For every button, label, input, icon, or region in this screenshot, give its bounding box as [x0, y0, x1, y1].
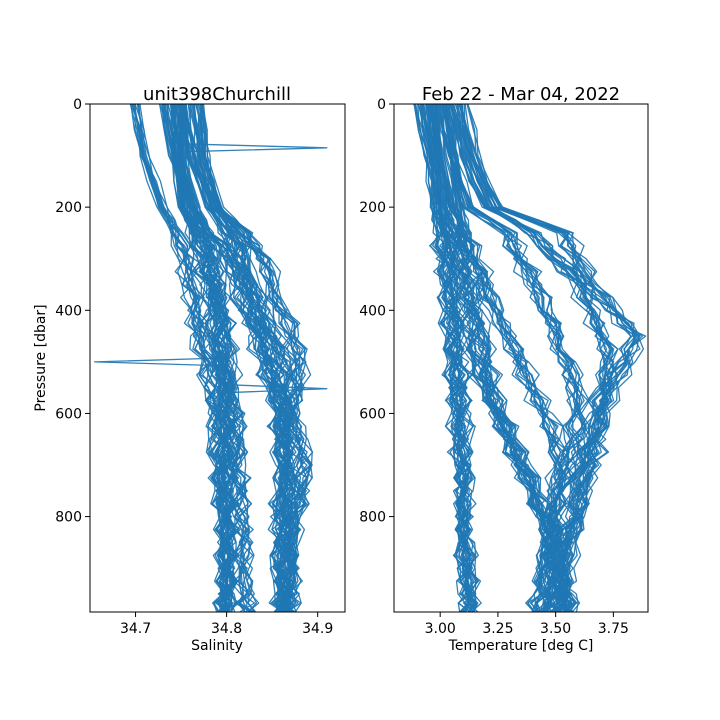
salinity-y-ticks: 0 200 400 600 800	[55, 97, 90, 526]
salinity-axes-frame	[89, 103, 346, 613]
x-tick-label: 34.9	[302, 621, 333, 637]
y-tick-label: 0	[377, 97, 386, 113]
y-tick-label: 400	[55, 303, 82, 319]
salinity-title: unit398Churchill	[143, 84, 291, 105]
y-tick-label: 0	[73, 97, 82, 113]
y-tick-label: 200	[359, 200, 386, 216]
profile-line	[415, 103, 478, 613]
temperature-x-ticks: 3.00 3.25 3.50 3.75	[425, 612, 629, 637]
y-tick-label: 400	[359, 303, 386, 319]
profile-line	[413, 103, 472, 613]
profile-line	[161, 103, 291, 613]
profile-line	[434, 103, 581, 613]
profile-line	[176, 103, 291, 613]
profile-line	[170, 103, 236, 613]
pressure-y-label: Pressure [dbar]	[33, 304, 49, 411]
x-tick-label: 34.8	[211, 621, 242, 637]
temperature-x-label: Temperature [deg C]	[448, 638, 594, 654]
spike-line	[226, 384, 328, 394]
profile-line	[428, 103, 572, 613]
profile-line	[171, 103, 234, 613]
y-tick-label: 200	[55, 200, 82, 216]
profile-line	[431, 103, 571, 613]
y-tick-label: 800	[359, 510, 386, 526]
temperature-title: Feb 22 - Mar 04, 2022	[422, 84, 620, 105]
profile-line	[466, 103, 647, 613]
salinity-profiles	[93, 103, 328, 613]
profile-line	[429, 103, 574, 613]
profile-line	[467, 103, 640, 613]
temperature-subplot: Feb 22 - Mar 04, 2022 3.00 3.25 3.50 3.75 0…	[359, 84, 649, 654]
y-tick-label: 600	[359, 406, 386, 422]
salinity-x-ticks: 34.7 34.8 34.9	[120, 612, 333, 637]
temperature-y-ticks: 0 200 400 600 800	[359, 97, 394, 526]
profile-line	[178, 103, 252, 613]
profile-line	[454, 103, 614, 613]
y-tick-label: 600	[55, 406, 82, 422]
profile-line	[451, 103, 610, 613]
profile-line	[176, 103, 239, 613]
x-tick-label: 3.25	[482, 621, 513, 637]
spike-line	[93, 357, 227, 367]
x-tick-label: 3.75	[598, 621, 629, 637]
profile-line	[460, 103, 635, 613]
profile-line	[183, 103, 257, 613]
profile-line	[426, 103, 472, 613]
profile-line	[417, 103, 479, 613]
x-tick-label: 3.50	[540, 621, 571, 637]
profile-line	[177, 103, 241, 613]
profile-line	[179, 103, 252, 613]
profile-line	[425, 103, 573, 613]
x-tick-label: 34.7	[120, 621, 151, 637]
salinity-x-label: Salinity	[191, 638, 243, 654]
profile-line	[458, 103, 641, 613]
profile-line	[459, 103, 635, 613]
salinity-subplot: unit398Churchill 34.7 34.8 34.9 0 200 400 600…	[33, 84, 346, 654]
y-tick-label: 800	[55, 510, 82, 526]
spike-line	[181, 143, 328, 153]
x-tick-label: 3.00	[425, 621, 456, 637]
temperature-profiles	[413, 103, 647, 613]
temperature-axes-frame	[393, 103, 649, 613]
profile-line	[430, 103, 573, 613]
